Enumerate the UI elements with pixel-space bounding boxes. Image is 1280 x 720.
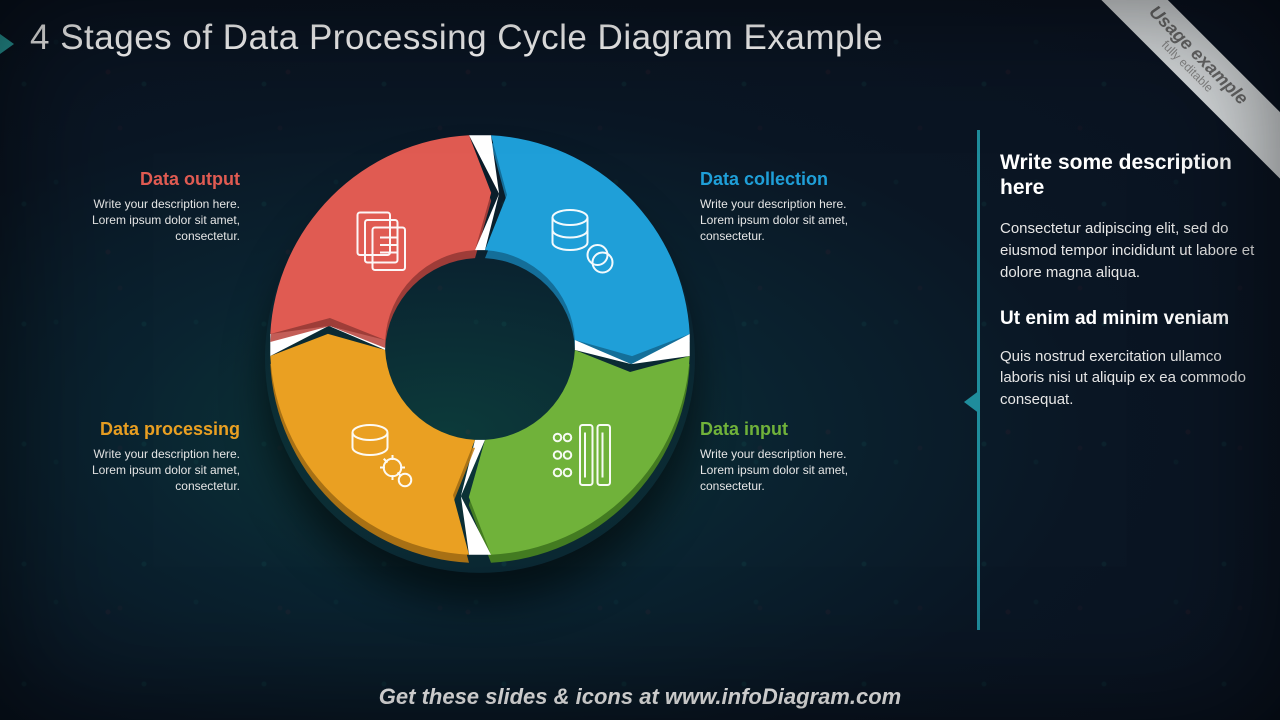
footer-attribution: Get these slides & icons at www.infoDiag…: [0, 684, 1280, 710]
slide: 4 Stages of Data Processing Cycle Diagra…: [0, 0, 1280, 720]
database-gears-icon: [340, 415, 420, 495]
label-output: Data output Write your description here.…: [60, 170, 240, 244]
label-output-title: Data output: [60, 170, 240, 190]
server-scan-icon: [540, 415, 620, 495]
label-collection: Data collection Write your description h…: [700, 170, 880, 244]
footer-prefix: Get these slides & icons at: [379, 684, 665, 709]
label-output-body: Write your description here. Lorem ipsum…: [60, 196, 240, 245]
cycle-diagram: [250, 115, 710, 575]
label-collection-title: Data collection: [700, 170, 880, 190]
ribbon-line1: Usage example: [1086, 0, 1280, 168]
sidebar-para-2: Quis nostrud exercitation ullamco labori…: [1000, 346, 1260, 411]
sidebar: Write some description here Consectetur …: [1000, 150, 1260, 435]
sidebar-heading-2: Ut enim ad minim veniam: [1000, 308, 1260, 330]
slide-title: 4 Stages of Data Processing Cycle Diagra…: [30, 18, 980, 58]
label-input-title: Data input: [700, 420, 880, 440]
label-processing-body: Write your description here. Lorem ipsum…: [60, 446, 240, 495]
left-accent-marker: [0, 34, 14, 54]
label-input-body: Write your description here. Lorem ipsum…: [700, 446, 880, 495]
cycle-svg: [250, 115, 710, 575]
label-input: Data input Write your description here. …: [700, 420, 880, 494]
sidebar-para-1: Consectetur adipiscing elit, sed do eius…: [1000, 218, 1260, 283]
database-coins-icon: [540, 200, 620, 280]
label-processing-title: Data processing: [60, 420, 240, 440]
reports-icon: [340, 200, 420, 280]
label-processing: Data processing Write your description h…: [60, 420, 240, 494]
sidebar-arrow-icon: [964, 390, 980, 414]
sidebar-heading-1: Write some description here: [1000, 150, 1260, 200]
sidebar-divider: [977, 130, 980, 630]
footer-domain: www.infoDiagram.com: [665, 684, 901, 709]
label-collection-body: Write your description here. Lorem ipsum…: [700, 196, 880, 245]
